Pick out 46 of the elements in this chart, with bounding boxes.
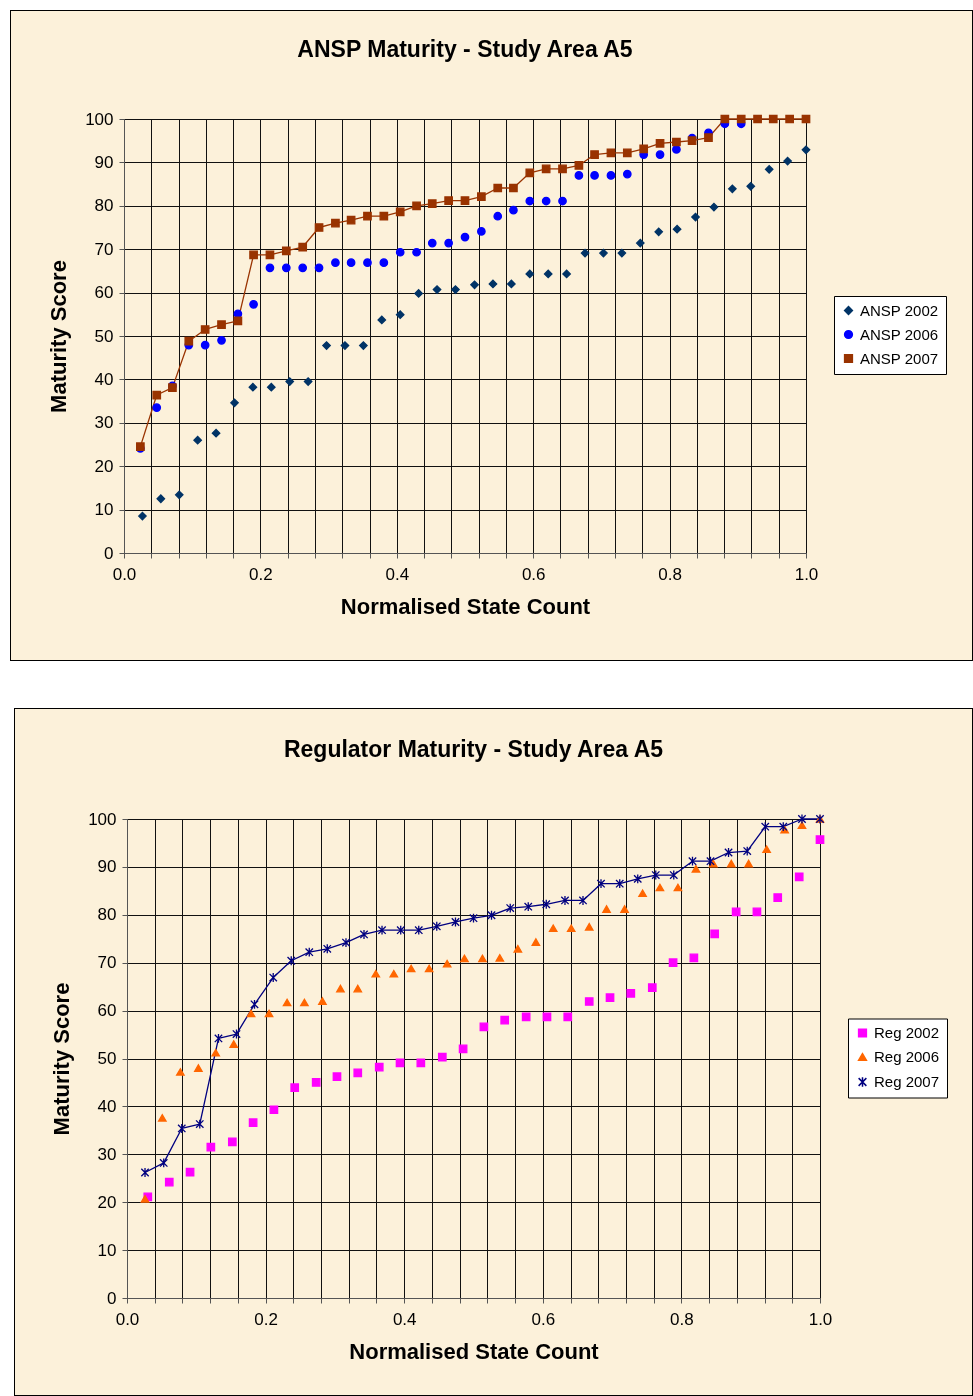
x-tick-label: 0.2	[249, 564, 273, 584]
y-tick-label: 100	[85, 109, 114, 129]
legend-label: ANSP 2007	[860, 349, 939, 367]
x-tick-label: 0.6	[521, 564, 546, 584]
x-tick-label: 0.6	[531, 1309, 556, 1329]
y-tick-label: 40	[94, 369, 114, 389]
y-tick-label: 40	[97, 1096, 117, 1116]
y-tick-label: 10	[94, 500, 114, 520]
x-tick-label: 0.4	[385, 564, 410, 584]
y-tick-label: 60	[97, 1001, 117, 1021]
x-tick-label: 1.0	[808, 1309, 833, 1329]
legend-label: Reg 2007	[874, 1073, 940, 1090]
y-tick-label: 60	[94, 283, 114, 303]
y-tick-label: 20	[97, 1192, 117, 1212]
x-tick-label: 0.0	[112, 564, 137, 584]
legend-label: ANSP 2006	[860, 325, 939, 343]
y-tick-label: 80	[97, 905, 117, 925]
x-tick-label: 0.8	[658, 564, 682, 584]
y-tick-label: 50	[94, 326, 114, 346]
legend-label: Reg 2002	[874, 1024, 940, 1041]
y-tick-label: 0	[104, 543, 114, 563]
y-tick-label: 90	[94, 152, 114, 172]
y-tick-label: 70	[94, 239, 114, 259]
y-axis-title: Maturity Score	[49, 982, 75, 1136]
chart-title: ANSP Maturity - Study Area A5	[297, 36, 633, 62]
y-tick-label: 10	[97, 1240, 117, 1260]
x-tick-label: 0.0	[115, 1309, 140, 1329]
legend-label: Reg 2006	[874, 1048, 940, 1065]
y-tick-label: 0	[107, 1288, 117, 1308]
x-tick-label: 0.8	[670, 1309, 694, 1329]
y-tick-label: 70	[97, 953, 117, 973]
y-tick-label: 50	[97, 1049, 117, 1068]
x-tick-label: 1.0	[794, 564, 819, 584]
chart-title: Regulator Maturity - Study Area A5	[283, 736, 664, 762]
y-tick-label: 30	[97, 1144, 117, 1164]
x-axis-title: Normalised State Count	[340, 593, 591, 619]
legend-label: ANSP 2002	[860, 301, 939, 319]
y-tick-label: 30	[94, 413, 114, 433]
x-tick-label: 0.2	[254, 1309, 278, 1329]
x-tick-label: 0.4	[392, 1309, 417, 1329]
y-tick-label: 20	[94, 456, 114, 476]
y-tick-label: 80	[94, 196, 114, 216]
y-tick-label: 100	[88, 809, 117, 829]
x-axis-title: Normalised State Count	[349, 1338, 600, 1364]
y-axis-title: Maturity Score	[46, 260, 72, 413]
y-tick-label: 90	[97, 857, 117, 877]
